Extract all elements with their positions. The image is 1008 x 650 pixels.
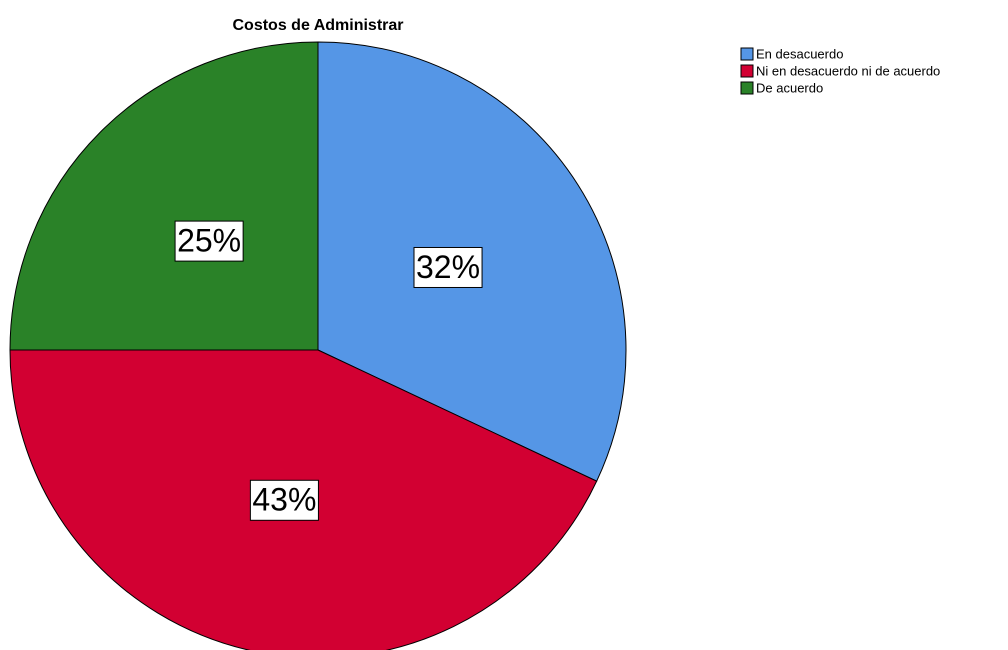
legend-swatch xyxy=(740,81,754,95)
value-label-box xyxy=(249,479,319,521)
legend-swatch xyxy=(740,47,754,61)
value-label: 43% xyxy=(252,482,316,518)
value-label-box xyxy=(174,220,244,262)
legend-swatch xyxy=(740,64,754,78)
value-label-group: 32% xyxy=(413,246,483,288)
pie-slice xyxy=(9,41,319,351)
chart-title: Costos de Administrar xyxy=(233,17,404,34)
legend-text: Ni en desacuerdo ni de acuerdo xyxy=(756,63,940,78)
value-label-box xyxy=(413,246,483,288)
value-label-group: 25% xyxy=(174,220,244,262)
value-label: 32% xyxy=(416,249,480,285)
value-label: 25% xyxy=(177,223,241,259)
value-label-group: 43% xyxy=(249,479,319,521)
legend-text: De acuerdo xyxy=(756,80,823,95)
legend-text: En desacuerdo xyxy=(756,46,843,61)
